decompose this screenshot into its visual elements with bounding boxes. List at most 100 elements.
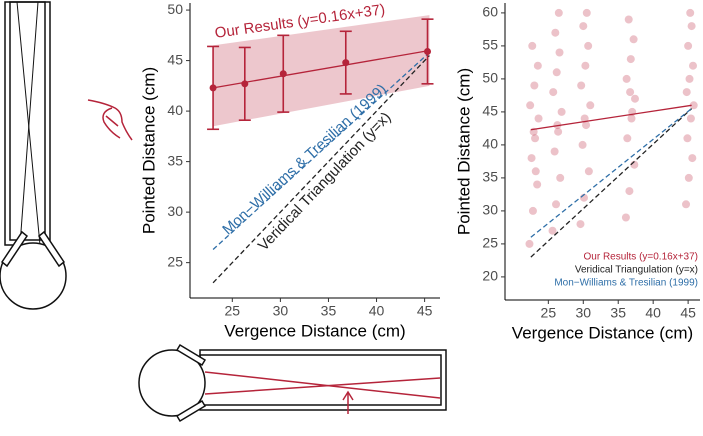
scatter-point <box>682 88 691 97</box>
scatter-point <box>554 8 563 17</box>
y-tick-label: 40 <box>167 102 183 118</box>
scatter-point <box>549 88 558 97</box>
data-point <box>424 47 431 55</box>
viewer-diagram-vertical <box>0 1 67 310</box>
scatter-point <box>530 81 539 90</box>
scatter-point <box>550 147 559 156</box>
scatter-point <box>576 220 585 229</box>
y-tick-label: 25 <box>482 235 498 251</box>
scatter-point <box>555 48 564 57</box>
scatter-point <box>580 114 589 123</box>
scatter-point <box>627 114 636 123</box>
scatter-point <box>621 213 630 222</box>
data-point <box>279 70 287 78</box>
y-tick-label: 35 <box>167 152 183 168</box>
scatter-point <box>548 226 557 235</box>
data-point <box>209 84 217 92</box>
x-tick-label: 25 <box>541 305 557 321</box>
x-axis-title: Vergence Distance (cm) <box>512 323 693 342</box>
reference-line <box>530 104 692 131</box>
scatter-point <box>584 41 593 50</box>
x-tick-label: 35 <box>610 305 626 321</box>
scatter-point <box>579 22 588 31</box>
scatter-point <box>528 41 537 50</box>
scatter-point <box>624 15 633 24</box>
scatter-point <box>552 68 561 77</box>
x-tick-label: 30 <box>273 303 289 319</box>
scatter-point <box>552 200 561 209</box>
scatter-point <box>625 187 634 196</box>
y-tick-label: 50 <box>482 70 498 86</box>
reference-line <box>530 108 693 258</box>
scatter-point <box>554 127 563 136</box>
reference-line <box>212 52 430 250</box>
x-tick-label: 40 <box>369 303 385 319</box>
scatter-point <box>526 101 535 110</box>
scatter-point <box>584 167 593 176</box>
x-axis-title: Vergence Distance (cm) <box>224 321 405 340</box>
x-tick-label: 35 <box>321 303 337 319</box>
scatter-point <box>556 173 565 182</box>
scatter-point <box>685 74 694 83</box>
y-tick-label: 60 <box>482 4 498 20</box>
y-axis-title: Pointed Distance (cm) <box>454 68 473 235</box>
y-tick-label: 30 <box>167 203 183 219</box>
y-tick-label: 50 <box>167 1 183 17</box>
y-tick-label: 40 <box>482 136 498 152</box>
scatter-point <box>626 88 635 97</box>
scatter-point <box>684 173 693 182</box>
scatter-point <box>682 200 691 209</box>
scatter-point <box>686 114 695 123</box>
scatter-point <box>688 154 697 163</box>
scatter-point <box>525 239 534 248</box>
scatter-point <box>582 8 591 17</box>
y-tick-label: 20 <box>482 268 498 284</box>
data-point <box>342 59 350 67</box>
legend-entry: Our Results (y=0.16x+37) <box>584 252 699 263</box>
x-tick-label: 45 <box>417 303 433 319</box>
scatter-point <box>534 114 543 123</box>
scatter-point <box>581 61 590 70</box>
scatter-point <box>578 140 587 149</box>
scatter-point <box>631 94 639 103</box>
scatter-point <box>623 134 632 143</box>
scatter-point <box>689 61 698 70</box>
x-tick-label: 45 <box>680 305 696 321</box>
viewer-diagram-horizontal <box>138 343 447 423</box>
y-tick-label: 55 <box>482 37 498 53</box>
scatter-point <box>551 28 560 37</box>
x-tick-label: 25 <box>225 303 241 319</box>
scatter-point <box>622 74 631 83</box>
scatter-point <box>684 41 693 50</box>
scatter-point <box>689 101 698 110</box>
scatter-point <box>686 8 695 17</box>
scatter-point <box>557 107 566 116</box>
reference-line <box>212 55 430 284</box>
y-tick-label: 45 <box>482 103 498 119</box>
scatter-point <box>577 81 586 90</box>
scatter-point <box>586 101 595 110</box>
y-tick-label: 45 <box>167 51 183 67</box>
y-tick-label: 25 <box>167 253 183 269</box>
scatter-point <box>582 121 591 130</box>
scatter-point <box>687 22 696 31</box>
scatter-point <box>533 180 542 189</box>
x-tick-label: 40 <box>645 305 661 321</box>
y-axis-title: Pointed Distance (cm) <box>139 67 158 234</box>
scatter-point <box>531 167 540 176</box>
scatter-point <box>626 55 635 64</box>
scatter-point <box>629 35 638 44</box>
legend-entry: Mon−Williams & Tresilian (1999) <box>554 278 698 289</box>
scatter-point <box>683 134 692 143</box>
y-tick-label: 30 <box>482 202 498 218</box>
scatter-point <box>528 206 537 215</box>
scatter-point <box>527 154 536 163</box>
scatter-point <box>533 61 542 70</box>
scatter-point <box>531 134 540 143</box>
data-point <box>241 80 249 88</box>
reference-line <box>530 108 693 238</box>
x-tick-label: 30 <box>575 305 591 321</box>
reference-line <box>212 49 430 89</box>
confidence-band <box>213 15 430 127</box>
